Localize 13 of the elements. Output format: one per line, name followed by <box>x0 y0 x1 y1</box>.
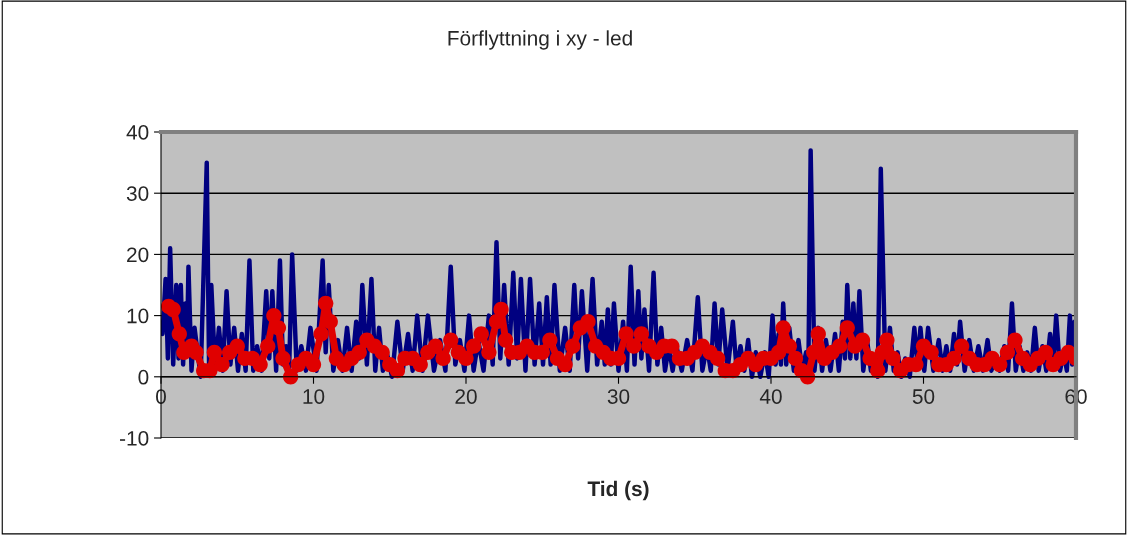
y-tick-label: 0 <box>138 369 149 385</box>
y-tick-label: -10 <box>120 431 149 446</box>
y-tick-label: 10 <box>127 308 149 324</box>
x-tick-label: 50 <box>912 389 935 404</box>
y-tick-label: 20 <box>127 247 149 263</box>
x-tick-label: 10 <box>303 389 325 404</box>
y-tick-label: 30 <box>126 186 149 201</box>
y-tick-label: 40 <box>126 125 149 140</box>
chart-title: Förflyttning i xy - led <box>448 30 632 50</box>
x-tick-label: 20 <box>455 389 477 404</box>
x-tick-label: 30 <box>607 389 630 404</box>
x-axis-title: Tid (s) <box>587 480 649 501</box>
x-tick-label: 40 <box>759 389 782 404</box>
